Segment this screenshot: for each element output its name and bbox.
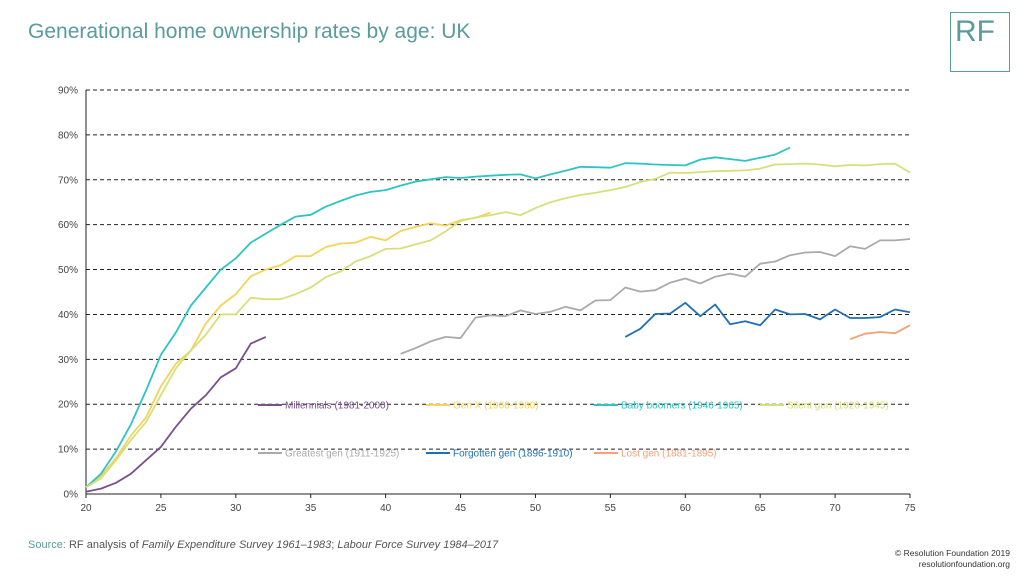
x-tick-label: 45 [455,503,467,514]
y-tick-label: 90% [58,86,78,97]
y-tick-label: 50% [58,265,78,276]
legend-label: Forgotten gen (1896-1910) [453,449,573,460]
source-note: Source: RF analysis of Family Expenditur… [28,539,498,551]
chart-title: Generational home ownership rates by age… [28,20,471,43]
x-tick-label: 70 [830,503,842,514]
y-tick-label: 80% [58,130,78,141]
y-axis: 0% 10% 20% 30% 40% 50% 60% 70% 80% 90% [58,86,87,501]
series-lines [85,146,911,493]
y-tick-label: 30% [58,355,78,366]
y-tick-label: 40% [58,310,78,321]
y-tick-label: 10% [58,445,78,456]
source-survey-2: Labour Force Survey 1984–2017 [337,539,499,551]
x-tick-label: 20 [80,503,92,514]
source-survey-1: Family Expenditure Survey 1961–1983 [141,539,332,551]
copyright-text: © Resolution Foundation 2019 [895,548,1010,558]
source-separator: ; [331,539,338,551]
x-tick-label: 30 [230,503,242,514]
legend-label: Greatest gen (1911-1925) [285,449,399,460]
x-tick-label: 60 [680,503,692,514]
legend-label: Millennials (1981-2000) [285,401,389,412]
x-tick-label: 25 [155,503,167,514]
x-tick-label: 50 [530,503,542,514]
series-line-6 [849,324,911,340]
x-tick-label: 35 [305,503,317,514]
series-line-5 [624,301,911,338]
legend-label: Silent gen (1926-1945) [787,401,889,412]
y-tick-label: 0% [64,490,79,501]
legend-label: Gen X (1966-1980) [453,401,539,412]
series-line-2 [85,146,791,488]
legend-label: Lost gen (1881-1895) [621,449,717,460]
x-tick-label: 55 [605,503,617,514]
copyright-note: © Resolution Foundation 2019 resolutionf… [895,548,1010,570]
website-text: resolutionfoundation.org [918,559,1010,569]
grid-lines [86,89,910,450]
series-line-4 [400,238,911,355]
resolution-foundation-logo: RF [950,12,1010,72]
y-tick-label: 70% [58,175,78,186]
x-tick-label: 65 [755,503,767,514]
x-tick-label: 40 [380,503,392,514]
legend-label: Baby boomers (1946-1965) [621,401,743,412]
source-text: RF analysis of [68,539,142,551]
x-axis: 20 25 30 35 40 45 50 55 60 65 70 75 [80,493,916,514]
series-line-0 [85,336,267,493]
x-tick-label: 75 [904,503,916,514]
source-label: Source: [28,539,66,551]
legend: Millennials (1981-2000) Gen X (1966-1980)… [258,401,889,460]
series-line-3 [85,162,911,489]
y-tick-label: 60% [58,220,78,231]
y-tick-label: 20% [58,400,78,411]
series-line-1 [85,211,491,489]
